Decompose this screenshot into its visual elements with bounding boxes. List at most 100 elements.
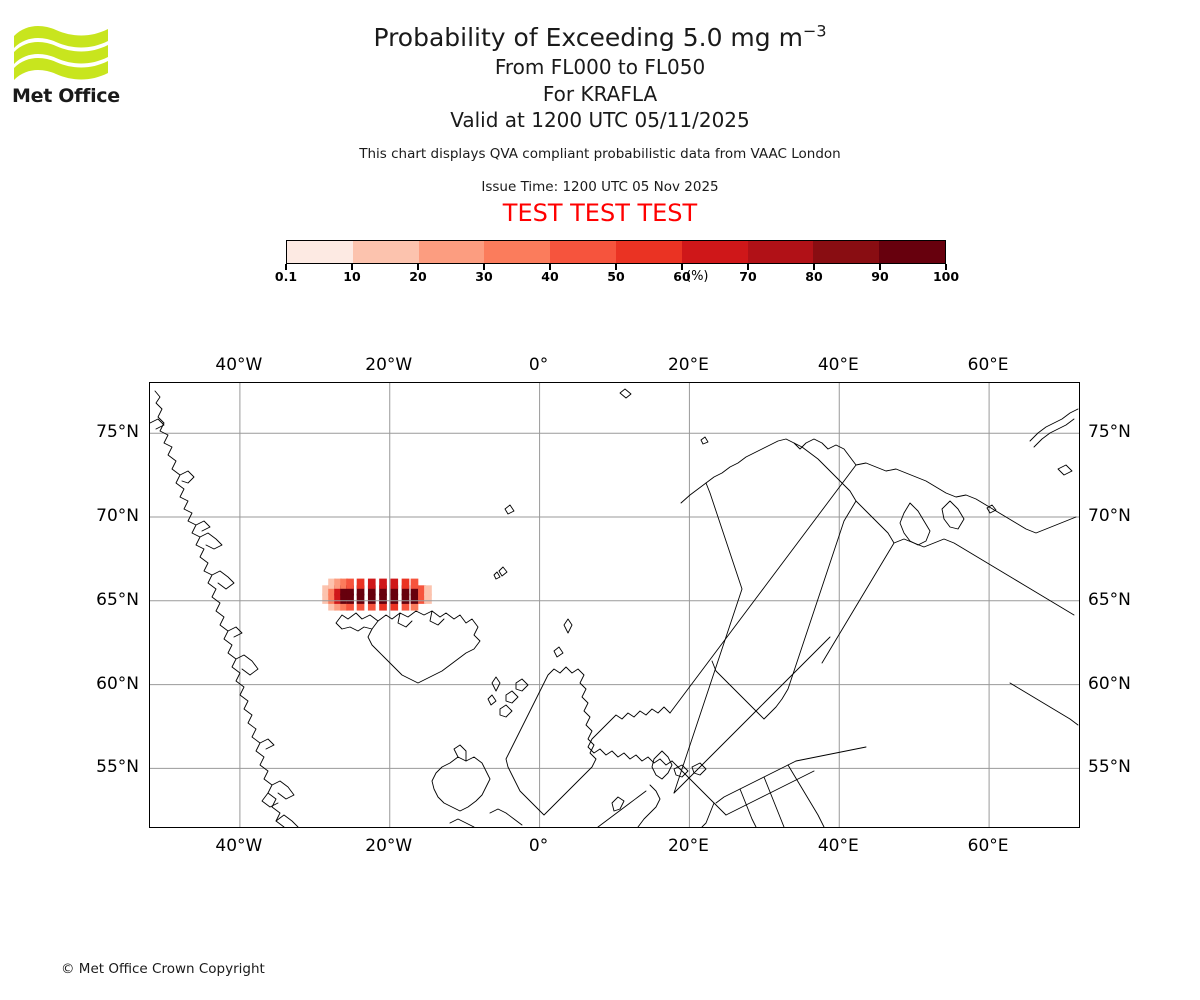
lat-label-left-0: 55°N xyxy=(96,757,139,778)
plume-cell xyxy=(356,600,365,611)
lat-label-left-1: 60°N xyxy=(96,673,139,694)
ash-plume-layer xyxy=(322,578,432,611)
subtitle-valid-time: Valid at 1200 UTC 05/11/2025 xyxy=(450,108,750,132)
lon-label-bottom-1: 20°W xyxy=(365,836,413,856)
colorbar-band-6 xyxy=(681,241,748,263)
colorbar-tick-40 xyxy=(549,264,551,270)
lat-label-right-2: 65°N xyxy=(1088,589,1131,610)
plume-cell xyxy=(401,578,410,589)
plume-cell xyxy=(390,593,399,604)
lon-label-bottom-5: 60°E xyxy=(967,836,1009,856)
lat-label-left-3: 70°N xyxy=(96,506,139,527)
probability-colorbar: 0.1 10 20 30 40 50 60 70 80 90 100 xyxy=(275,240,959,284)
plume-cell xyxy=(410,600,419,611)
met-office-logo-text: Met Office xyxy=(12,85,120,107)
subtitle-volcano: For KRAFLA xyxy=(542,81,658,106)
colorbar-tick-label-30: 30 xyxy=(475,269,493,284)
plume-cell xyxy=(328,578,336,589)
colorbar-band-0 xyxy=(287,241,353,263)
plume-cell xyxy=(367,578,376,589)
colorbar-band-1 xyxy=(352,241,419,263)
plume-cell xyxy=(346,593,354,604)
colorbar-tick-label-60: 60 xyxy=(673,269,691,284)
met-office-wave-icon xyxy=(14,26,108,80)
lat-label-right-1: 60°N xyxy=(1088,673,1131,694)
colorbar-tick-0.1 xyxy=(285,264,287,270)
plume-cell xyxy=(328,600,336,611)
plume-cell xyxy=(328,593,336,604)
colorbar-tick-labels: 0.1 10 20 30 40 50 60 70 80 90 100 xyxy=(275,269,959,285)
lon-label-bottom-3: 20°E xyxy=(667,836,709,856)
colorbar-bands xyxy=(286,240,946,264)
colorbar-band-3 xyxy=(484,241,551,263)
plume-cell xyxy=(379,585,387,596)
colorbar-tick-label-0.1: 0.1 xyxy=(274,269,298,284)
plume-cell xyxy=(410,585,419,596)
plume-cell xyxy=(390,600,399,611)
colorbar-band-4 xyxy=(550,241,616,263)
colorbar-band-7 xyxy=(747,241,814,263)
colorbar-tick-60 xyxy=(681,264,683,270)
colorbar-tick-label-10: 10 xyxy=(343,269,361,284)
plume-cell xyxy=(379,578,387,589)
qva-compliance-note: This chart displays QVA compliant probab… xyxy=(359,145,841,162)
colorbar-tick-80 xyxy=(813,264,815,270)
subtitle-flight-levels: From FL000 to FL050 xyxy=(494,55,706,79)
plume-cell xyxy=(424,593,432,604)
plume-cell xyxy=(379,600,387,611)
lat-label-right-3: 70°N xyxy=(1088,506,1131,527)
lon-label-bottom-2: 0° xyxy=(528,836,549,856)
map-canvas xyxy=(150,383,1079,827)
graticule-gridlines xyxy=(150,383,1079,827)
plume-cell xyxy=(346,600,354,611)
colorbar-tick-label-50: 50 xyxy=(607,269,625,284)
plume-cell xyxy=(424,585,432,596)
plume-cell xyxy=(340,600,348,611)
colorbar-tick-label-100: 100 xyxy=(932,269,960,284)
colorbar-tick-label-70: 70 xyxy=(739,269,757,284)
colorbar-tick-label-20: 20 xyxy=(409,269,427,284)
colorbar-tick-20 xyxy=(417,264,419,270)
plume-cell xyxy=(390,578,399,589)
colorbar-tick-100 xyxy=(945,264,947,270)
coastline-layer xyxy=(150,388,1079,827)
colorbar-tick-50 xyxy=(615,264,617,270)
plume-cell xyxy=(334,600,342,611)
plume-cell xyxy=(328,585,336,596)
lon-label-top-0: 40°W xyxy=(215,355,263,375)
plume-cell xyxy=(356,585,365,596)
colorbar-band-8 xyxy=(813,241,880,263)
plume-cell xyxy=(379,593,387,604)
colorbar-tick-30 xyxy=(483,264,485,270)
test-banner: TEST TEST TEST xyxy=(502,198,698,227)
lon-label-top-2: 0° xyxy=(528,355,549,375)
title-exponent: −3 xyxy=(802,21,827,41)
lon-label-top-4: 40°E xyxy=(817,355,859,375)
plume-cell xyxy=(410,578,419,589)
plume-cell xyxy=(401,593,410,604)
colorbar-band-5 xyxy=(615,241,682,263)
chart-header: Probability of Exceeding 5.0 mg m−3 From… xyxy=(0,22,1200,228)
colorbar-band-2 xyxy=(418,241,485,263)
lon-label-top-1: 20°W xyxy=(365,355,413,375)
plume-cell xyxy=(410,593,419,604)
plume-cell xyxy=(418,593,426,604)
plume-cell xyxy=(401,600,410,611)
colorbar-tick-label-90: 90 xyxy=(871,269,889,284)
lon-label-bottom-0: 40°W xyxy=(215,836,263,856)
plume-cell xyxy=(367,593,376,604)
colorbar-ticks xyxy=(285,264,947,272)
plume-cell xyxy=(334,585,342,596)
lat-label-right-4: 75°N xyxy=(1088,422,1131,443)
map-plot-area[interactable] xyxy=(149,382,1080,828)
issue-time-label: Issue Time: 1200 UTC 05 Nov 2025 xyxy=(481,178,719,195)
plume-cell xyxy=(334,578,342,589)
plume-cell xyxy=(418,585,426,596)
colorbar-tick-70 xyxy=(747,264,749,270)
plume-cell xyxy=(340,578,348,589)
colorbar-tick-label-80: 80 xyxy=(805,269,823,284)
colorbar-tick-90 xyxy=(879,264,881,270)
plume-cell xyxy=(340,593,348,604)
plume-cell xyxy=(322,585,330,596)
plume-cell xyxy=(367,585,376,596)
